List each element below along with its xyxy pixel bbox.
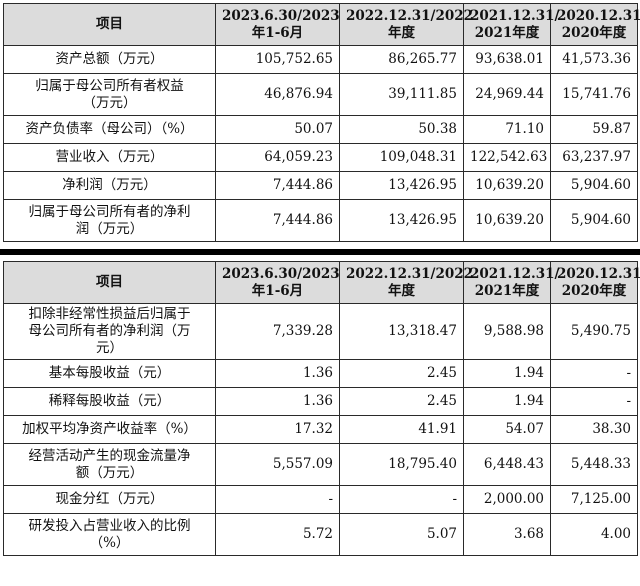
cell-value: 5.72 xyxy=(215,513,340,556)
cell-value: 15,741.76 xyxy=(550,73,638,116)
table-row: 扣除非经常性损益后归属于 母公司所有者的净利润（万 元） 7,339.28 13,3… xyxy=(3,303,638,360)
column-header-2020: 2020.12.31/2020年度 xyxy=(550,261,640,304)
cell-value: 5,490.75 xyxy=(550,303,638,360)
cell-value: 54.07 xyxy=(463,415,551,444)
cell-value: 109,048.31 xyxy=(339,143,464,172)
cell-value: 18,795.40 xyxy=(339,443,464,486)
row-label: 现金分红（万元） xyxy=(3,485,216,514)
section-divider xyxy=(0,249,640,255)
table-row: 营业收入（万元） 64,059.23 109,048.31 122,542.63… xyxy=(3,143,638,172)
column-header-2023h1: 2023.6.30/2023 年1-6月 xyxy=(215,261,340,304)
cell-value: - xyxy=(339,485,464,514)
cell-value: 41.91 xyxy=(339,415,464,444)
column-header-2023h1: 2023.6.30/2023 年1-6月 xyxy=(215,3,340,46)
table-row: 归属于母公司所有者权益 （万元） 46,876.94 39,111.85 24,9… xyxy=(3,73,638,116)
cell-value: 13,426.95 xyxy=(339,171,464,200)
cell-value: 39,111.85 xyxy=(339,73,464,116)
table-row: 现金分红（万元） - - 2,000.00 7,125.00 xyxy=(3,485,638,514)
cell-value: 5.07 xyxy=(339,513,464,556)
cell-value: 7,339.28 xyxy=(215,303,340,360)
row-label: 营业收入（万元） xyxy=(3,143,216,172)
cell-value: 1.94 xyxy=(463,359,551,388)
financial-table-2: 项目 2023.6.30/2023 年1-6月 2022.12.31/2022 年度… xyxy=(3,261,640,556)
table-row: 资产总额（万元） 105,752.65 86,265.77 93,638.01 … xyxy=(3,45,638,74)
row-label: 稀释每股收益（元） xyxy=(3,387,216,416)
cell-value: 3.68 xyxy=(463,513,551,556)
column-header-2021: 2021.12.31/2021年度 xyxy=(463,261,559,304)
cell-value: 50.07 xyxy=(215,115,340,144)
row-label: 归属于母公司所有者权益 （万元） xyxy=(3,73,216,116)
row-label: 研发投入占营业收入的比例 （%） xyxy=(3,513,216,556)
cell-value: - xyxy=(550,359,638,388)
cell-value: 7,444.86 xyxy=(215,171,340,200)
column-header-2020: 2020.12.31/2020年度 xyxy=(550,3,640,46)
table-row: 基本每股收益（元） 1.36 2.45 1.94 - xyxy=(3,359,638,388)
cell-value: 13,426.95 xyxy=(339,199,464,242)
row-label: 扣除非经常性损益后归属于 母公司所有者的净利润（万 元） xyxy=(3,303,216,360)
cell-value: 2,000.00 xyxy=(463,485,551,514)
cell-value: 13,318.47 xyxy=(339,303,464,360)
cell-value: 5,557.09 xyxy=(215,443,340,486)
cell-value: 71.10 xyxy=(463,115,551,144)
cell-value: 63,237.97 xyxy=(550,143,638,172)
row-label: 经营活动产生的现金流量净 额（万元） xyxy=(3,443,216,486)
table-row: 归属于母公司所有者的净利 润（万元） 7,444.86 13,426.95 10,… xyxy=(3,199,638,242)
financial-table-1: 项目 2023.6.30/2023 年1-6月 2022.12.31/2022 年度… xyxy=(3,3,640,242)
table-row: 资产负债率（母公司）（%） 50.07 50.38 71.10 59.87 xyxy=(3,115,638,144)
column-header-item: 项目 xyxy=(3,261,216,304)
cell-value: 5,904.60 xyxy=(550,199,638,242)
table-row: 经营活动产生的现金流量净 额（万元） 5,557.09 18,795.40 6,4… xyxy=(3,443,638,486)
row-label: 加权平均净资产收益率（%） xyxy=(3,415,216,444)
cell-value: 9,588.98 xyxy=(463,303,551,360)
cell-value: - xyxy=(215,485,340,514)
cell-value: 7,444.86 xyxy=(215,199,340,242)
cell-value: 6,448.43 xyxy=(463,443,551,486)
cell-value: 4.00 xyxy=(550,513,638,556)
row-label: 资产负债率（母公司）（%） xyxy=(3,115,216,144)
column-header-item: 项目 xyxy=(3,3,216,46)
cell-value: 1.36 xyxy=(215,387,340,416)
table-row: 研发投入占营业收入的比例 （%） 5.72 5.07 3.68 4.00 xyxy=(3,513,638,556)
cell-value: 1.36 xyxy=(215,359,340,388)
cell-value: 46,876.94 xyxy=(215,73,340,116)
column-header-2022: 2022.12.31/2022 年度 xyxy=(339,3,473,46)
cell-value: 1.94 xyxy=(463,387,551,416)
cell-value: 122,542.63 xyxy=(463,143,551,172)
row-label: 基本每股收益（元） xyxy=(3,359,216,388)
table-row: 净利润（万元） 7,444.86 13,426.95 10,639.20 5,9… xyxy=(3,171,638,200)
cell-value: 24,969.44 xyxy=(463,73,551,116)
column-header-2022: 2022.12.31/2022 年度 xyxy=(339,261,473,304)
cell-value: 7,125.00 xyxy=(550,485,638,514)
cell-value: 38.30 xyxy=(550,415,638,444)
cell-value: 86,265.77 xyxy=(339,45,464,74)
cell-value: 105,752.65 xyxy=(215,45,340,74)
cell-value: 50.38 xyxy=(339,115,464,144)
cell-value: 10,639.20 xyxy=(463,199,551,242)
cell-value: 41,573.36 xyxy=(550,45,638,74)
cell-value: 5,448.33 xyxy=(550,443,638,486)
row-label: 归属于母公司所有者的净利 润（万元） xyxy=(3,199,216,242)
cell-value: 5,904.60 xyxy=(550,171,638,200)
row-label: 资产总额（万元） xyxy=(3,45,216,74)
cell-value: 10,639.20 xyxy=(463,171,551,200)
cell-value: 2.45 xyxy=(339,387,464,416)
row-label: 净利润（万元） xyxy=(3,171,216,200)
cell-value: 2.45 xyxy=(339,359,464,388)
cell-value: 93,638.01 xyxy=(463,45,551,74)
cell-value: 17.32 xyxy=(215,415,340,444)
column-header-2021: 2021.12.31/2021年度 xyxy=(463,3,559,46)
table-row: 加权平均净资产收益率（%） 17.32 41.91 54.07 38.30 xyxy=(3,415,638,444)
cell-value: - xyxy=(550,387,638,416)
cell-value: 64,059.23 xyxy=(215,143,340,172)
table-header-row: 项目 2023.6.30/2023 年1-6月 2022.12.31/2022 年度… xyxy=(3,3,640,46)
table-row: 稀释每股收益（元） 1.36 2.45 1.94 - xyxy=(3,387,638,416)
table-header-row: 项目 2023.6.30/2023 年1-6月 2022.12.31/2022 年度… xyxy=(3,261,640,304)
cell-value: 59.87 xyxy=(550,115,638,144)
